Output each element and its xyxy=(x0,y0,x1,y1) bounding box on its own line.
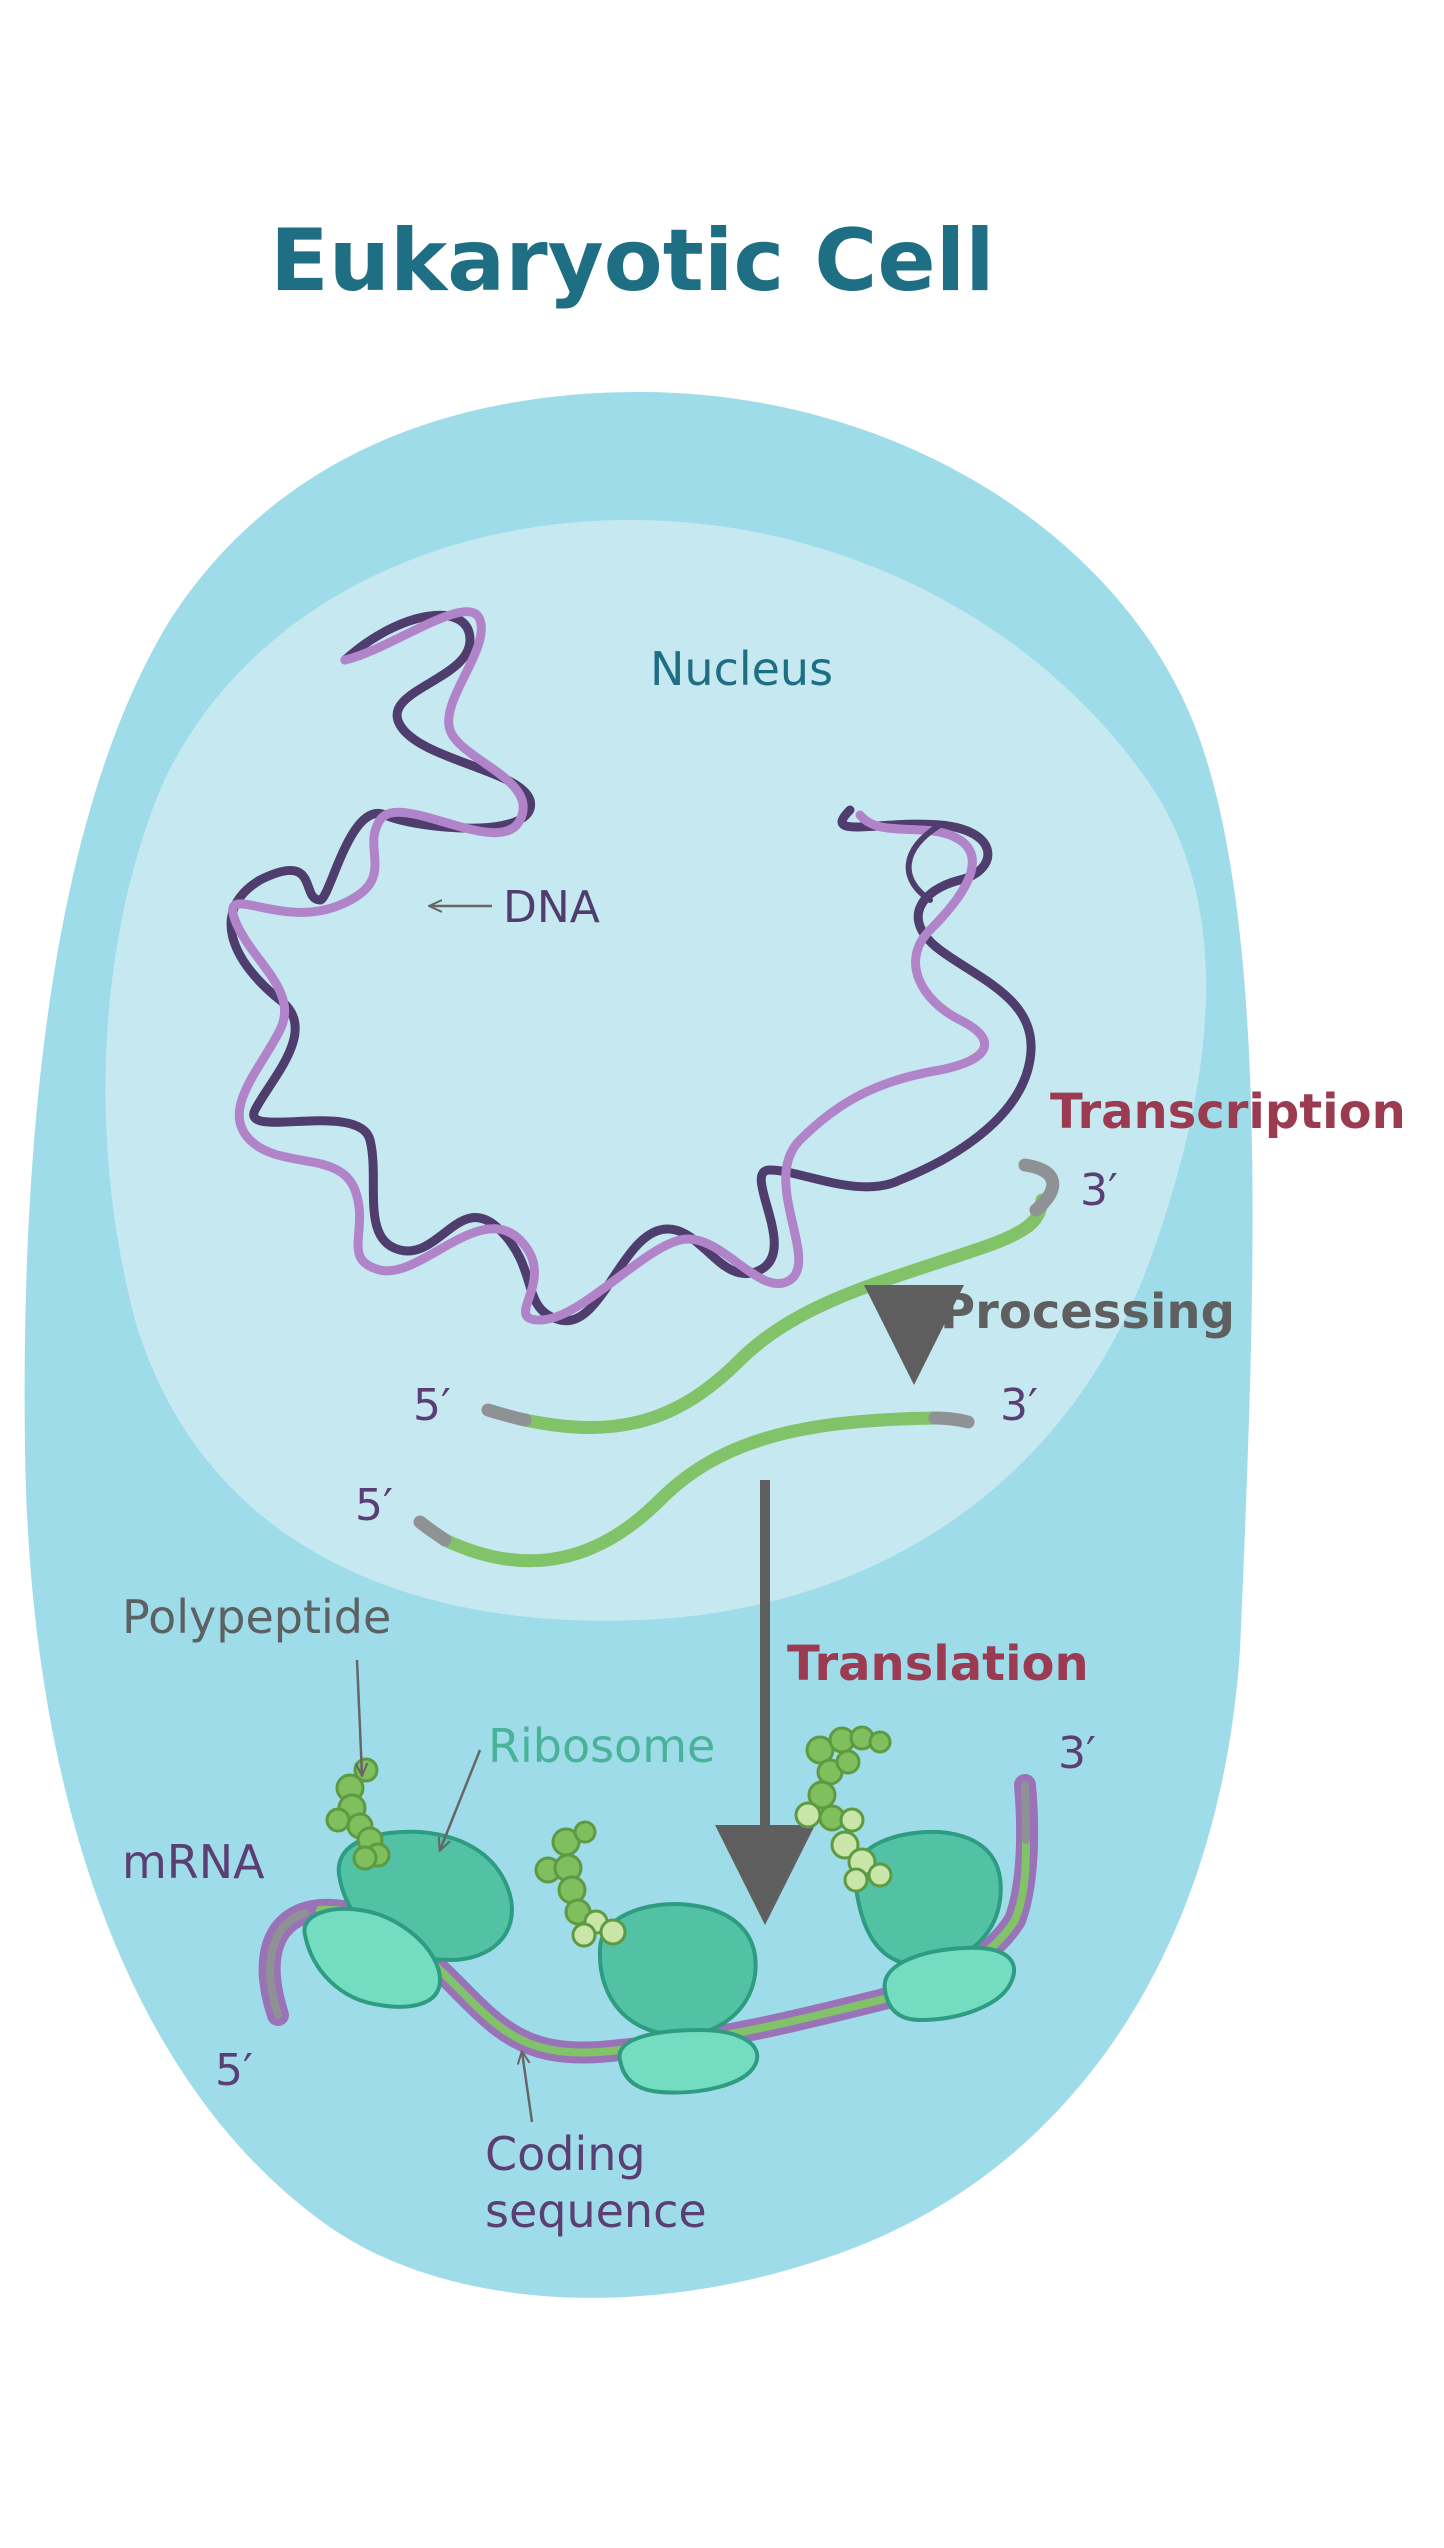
pre-mrna-strand xyxy=(481,1158,1060,1434)
polypeptide-label: Polypeptide xyxy=(122,1590,391,1644)
cytoplasm-3-prime-label: 3′ xyxy=(1058,1728,1096,1779)
coding-sequence-pointer-arrow xyxy=(522,2052,534,2123)
ribosome-2 xyxy=(597,1902,759,2095)
cytoplasm-5-prime-label: 5′ xyxy=(215,2045,253,2096)
ribosome-3 xyxy=(852,1829,1017,2023)
nucleus-label: Nucleus xyxy=(650,642,833,696)
diagram-title: Eukaryotic Cell xyxy=(270,211,995,311)
coding-sequence-label-line2: sequence xyxy=(485,2184,707,2238)
processed-mrna-strand xyxy=(413,1411,975,1568)
polypeptide-pointer-arrow xyxy=(357,1659,362,1775)
processing-label: Processing xyxy=(940,1284,1235,1340)
dna-helix xyxy=(226,607,1036,1326)
transcription-label: Transcription xyxy=(1050,1084,1406,1140)
polypeptide-chain-2 xyxy=(534,1820,627,1948)
pre-mrna-3-prime-label: 3′ xyxy=(1080,1165,1118,1216)
mature-5-prime-label: 5′ xyxy=(355,1480,393,1531)
ribosome-1 xyxy=(302,1829,514,2009)
processed-3-prime-label: 3′ xyxy=(1000,1380,1038,1431)
ribosome-label: Ribosome xyxy=(488,1719,715,1773)
translation-label: Translation xyxy=(787,1636,1089,1692)
polypeptide-chain-3 xyxy=(794,1725,893,1893)
ribosome-pointer-arrow xyxy=(440,1749,482,1850)
pre-mrna-5-prime-label: 5′ xyxy=(413,1380,451,1431)
coding-sequence-label-line1: Coding xyxy=(485,2127,646,2181)
mrna-label: mRNA xyxy=(122,1835,265,1889)
dna-label: DNA xyxy=(503,882,600,933)
